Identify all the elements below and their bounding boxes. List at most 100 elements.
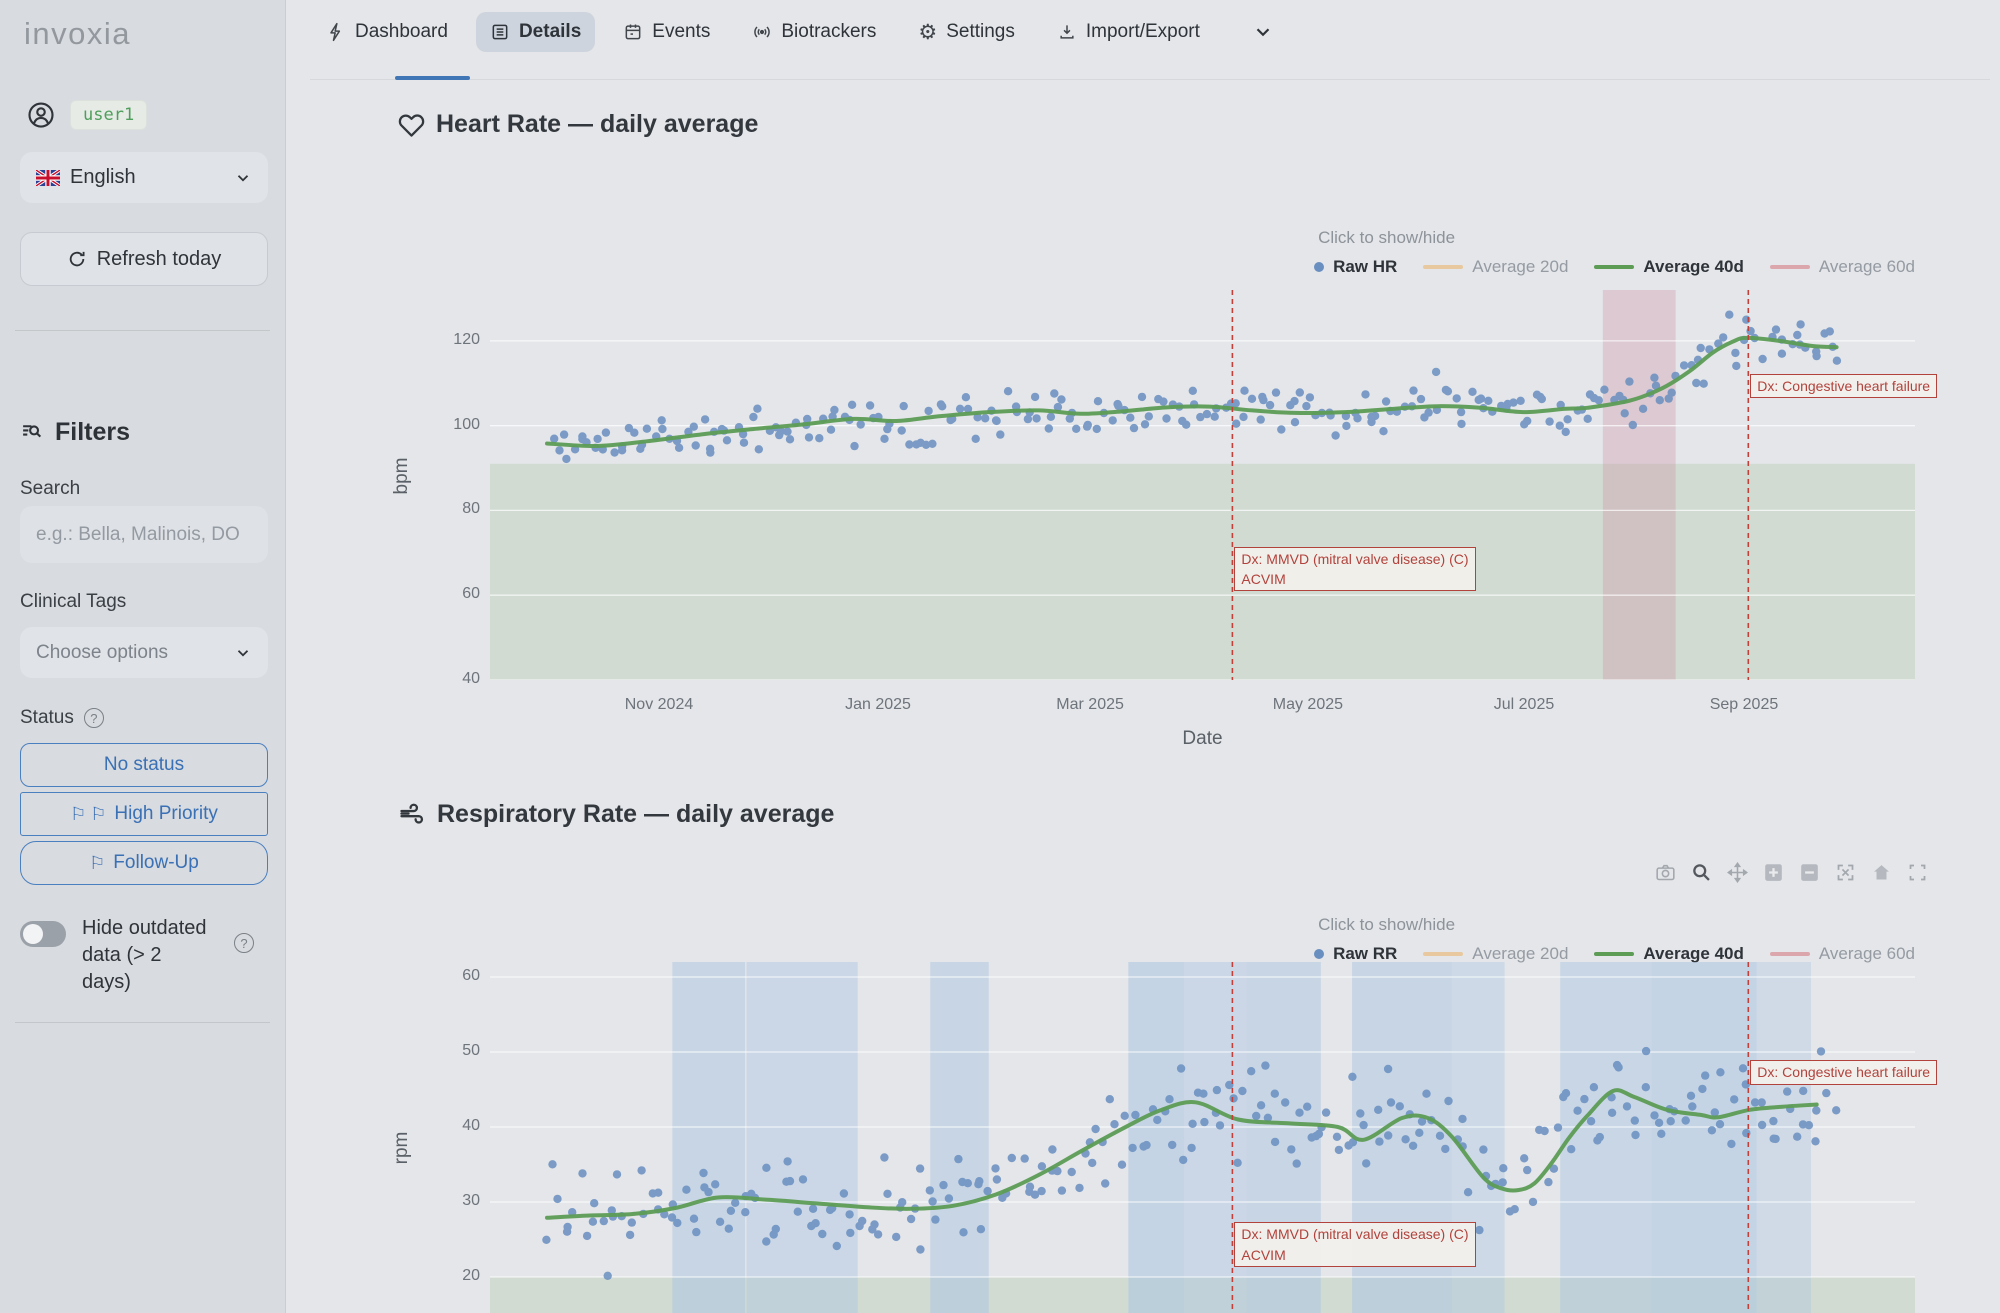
event-band xyxy=(1128,962,1184,1313)
reset-axes-icon[interactable] xyxy=(1871,862,1892,883)
legend-item-average-40d[interactable]: Average 40d xyxy=(1594,257,1744,277)
diagnosis-annotation: Dx: Congestive heart failure xyxy=(1750,1060,1938,1085)
nav-divider xyxy=(310,79,1990,80)
autoscale-icon[interactable] xyxy=(1835,862,1856,883)
legend-title: Click to show/hide xyxy=(1318,228,1456,247)
scatter-points[interactable] xyxy=(542,1046,1841,1280)
status-high-priority-button[interactable]: ⚐ ⚐ High Priority xyxy=(20,792,268,836)
x-tick-label: Nov 2024 xyxy=(624,696,694,713)
x-tick-label: Sep 2025 xyxy=(1709,696,1779,713)
y-tick-label: 60 xyxy=(462,585,480,603)
language-select[interactable]: English xyxy=(20,152,268,203)
line-swatch xyxy=(1594,264,1635,270)
y-tick-label: 50 xyxy=(462,1042,480,1059)
zoom-in-icon[interactable] xyxy=(1763,862,1784,883)
event-band xyxy=(746,962,858,1313)
app-logo: invoxia xyxy=(24,16,131,51)
nav-more-chevron-icon[interactable] xyxy=(1252,21,1274,43)
frame-icon[interactable] xyxy=(1907,862,1928,883)
x-tick-label: Jul 2025 xyxy=(1493,696,1555,713)
details-icon xyxy=(490,22,510,42)
refresh-icon xyxy=(67,249,87,269)
heart-rate-chart: bpm Date Dx: MMVD (mitral valve disease)… xyxy=(380,290,1940,760)
bolt-icon xyxy=(326,22,346,42)
gear-icon: ⚙ xyxy=(918,20,938,44)
pan-icon[interactable] xyxy=(1727,862,1748,883)
hide-outdated-help-icon[interactable]: ? xyxy=(234,933,254,953)
heart-icon xyxy=(398,111,425,138)
event-band xyxy=(672,962,746,1313)
hide-outdated-toggle[interactable] xyxy=(20,921,66,947)
legend-item-average-40d[interactable]: Average 40d xyxy=(1594,944,1744,964)
status-no-status-button[interactable]: No status xyxy=(20,743,268,787)
y-tick-label: 120 xyxy=(453,330,480,348)
event-band xyxy=(1651,962,1757,1313)
tab-details[interactable]: Details xyxy=(475,12,596,52)
line-swatch xyxy=(1769,264,1810,270)
chevron-down-icon xyxy=(234,644,252,662)
y-tick-label: 80 xyxy=(462,500,480,518)
camera-icon[interactable] xyxy=(1655,862,1676,883)
download-icon xyxy=(1057,22,1077,42)
tab-dashboard[interactable]: Dashboard xyxy=(312,12,462,52)
status-help-icon[interactable]: ? xyxy=(83,708,104,728)
line-swatch xyxy=(1594,951,1635,957)
x-axis-label: Date xyxy=(1182,728,1223,749)
filters-heading: Filters xyxy=(20,418,130,447)
dot-swatch xyxy=(1314,949,1325,959)
line-swatch xyxy=(1423,951,1464,957)
zoom-out-icon[interactable] xyxy=(1799,862,1820,883)
search-input[interactable] xyxy=(20,506,268,563)
refresh-label: Refresh today xyxy=(96,247,222,270)
legend-item-raw-hr[interactable]: Raw HR xyxy=(1314,257,1397,277)
event-band xyxy=(1756,962,1811,1313)
refresh-today-button[interactable]: Refresh today xyxy=(20,232,268,286)
calendar-icon xyxy=(623,22,643,42)
tab-import-export[interactable]: Import/Export xyxy=(1043,12,1214,52)
user-row: user1 xyxy=(26,100,148,130)
highlight-band xyxy=(1602,290,1676,680)
y-axis-label: bpm xyxy=(391,457,412,495)
language-label: English xyxy=(70,166,136,188)
tab-events[interactable]: Events xyxy=(609,12,724,52)
zoom-icon[interactable] xyxy=(1691,862,1712,883)
sidebar-divider xyxy=(15,1022,270,1023)
line-swatch xyxy=(1423,264,1464,270)
filter-search-icon xyxy=(20,420,45,445)
flag-icon: ⚐ xyxy=(89,853,106,873)
legend-item-average-20d[interactable]: Average 20d xyxy=(1423,257,1568,277)
y-axis-label: rpm xyxy=(391,1131,412,1165)
legend-item-average-60d[interactable]: Average 60d xyxy=(1769,257,1915,277)
scatter-points[interactable] xyxy=(550,310,1842,464)
trend-line[interactable] xyxy=(545,1088,1819,1220)
plotly-modebar xyxy=(1655,862,1928,883)
line-swatch xyxy=(1769,951,1810,957)
trend-line[interactable] xyxy=(545,335,1839,449)
wind-icon xyxy=(398,801,426,829)
clinical-tags-label: Clinical Tags xyxy=(20,591,127,612)
legend-title: Click to show/hide xyxy=(1318,915,1456,934)
user-icon xyxy=(26,100,56,130)
status-heading: Status ? xyxy=(20,707,104,729)
tab-settings[interactable]: ⚙ Settings xyxy=(918,20,1015,44)
legend-item-average-60d[interactable]: Average 60d xyxy=(1769,944,1915,964)
normal-zone xyxy=(490,463,1915,680)
x-tick-label: May 2025 xyxy=(1272,696,1344,713)
event-band xyxy=(930,962,989,1313)
respiratory-rate-chart: rpm Dx: MMVD (mitral valve disease) (C) A… xyxy=(380,962,1940,1313)
clinical-tags-placeholder: Choose options xyxy=(36,641,169,663)
respiratory-rate-plot-area[interactable] xyxy=(490,962,1915,1313)
heart-rate-plot-area[interactable] xyxy=(490,290,1915,680)
diagnosis-annotation: Dx: MMVD (mitral valve disease) (C) ACVIM xyxy=(1234,546,1476,592)
hide-outdated-row: Hide outdated data (> 2 days) ? xyxy=(20,915,268,996)
respiratory-rate-title: Respiratory Rate — daily average xyxy=(398,800,834,829)
legend-item-raw-rr[interactable]: Raw RR xyxy=(1314,944,1397,964)
clinical-tags-select[interactable]: Choose options xyxy=(20,627,268,678)
x-tick-label: Jan 2025 xyxy=(845,696,911,713)
legend-item-average-20d[interactable]: Average 20d xyxy=(1423,944,1568,964)
y-tick-label: 40 xyxy=(462,670,480,687)
tab-biotrackers[interactable]: Biotrackers xyxy=(738,12,890,52)
tab-underline xyxy=(395,76,470,80)
top-nav: Dashboard Details Events Biotrackers ⚙ S… xyxy=(312,12,1274,52)
status-follow-up-button[interactable]: ⚐ Follow-Up xyxy=(20,841,268,885)
